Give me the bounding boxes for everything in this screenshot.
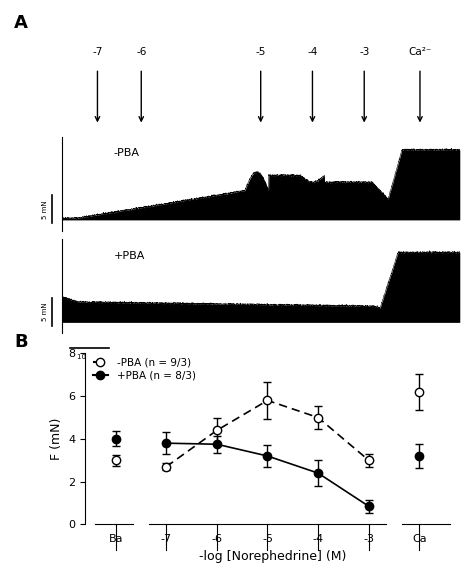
Text: -4: -4 (307, 47, 318, 57)
Text: 5 mN: 5 mN (42, 200, 48, 218)
Text: A: A (14, 14, 28, 32)
X-axis label: -log [Norephedrine] (M): -log [Norephedrine] (M) (199, 549, 346, 563)
Text: +PBA: +PBA (113, 251, 145, 260)
Text: -6: -6 (136, 47, 146, 57)
Y-axis label: F (mN): F (mN) (50, 418, 63, 460)
Text: -3: -3 (359, 47, 369, 57)
Text: 10 min: 10 min (77, 251, 102, 258)
Text: -PBA: -PBA (113, 148, 139, 158)
Text: Ca²⁻: Ca²⁻ (408, 47, 432, 57)
Text: 10 min: 10 min (77, 354, 102, 360)
Text: 5 mN: 5 mN (42, 303, 48, 321)
Text: -7: -7 (92, 47, 103, 57)
Text: -5: -5 (255, 47, 266, 57)
Text: B: B (14, 333, 28, 352)
Legend: -PBA (n = 9/3), +PBA (n = 8/3): -PBA (n = 9/3), +PBA (n = 8/3) (91, 355, 198, 382)
